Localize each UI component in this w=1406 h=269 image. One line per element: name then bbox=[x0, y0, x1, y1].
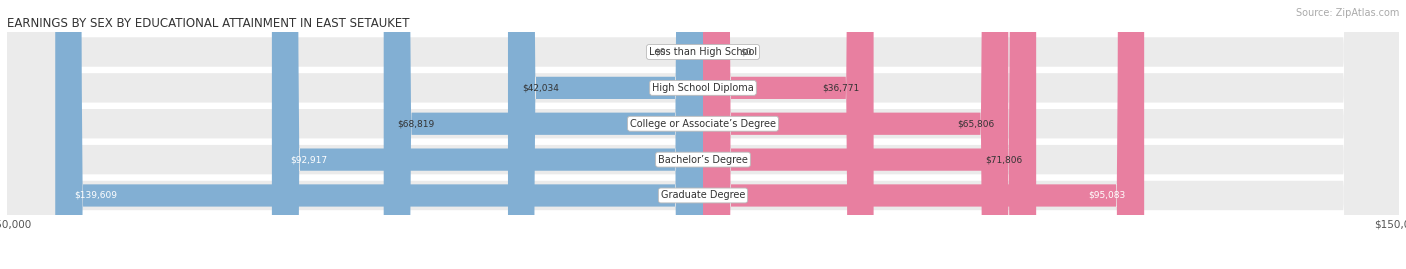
Text: EARNINGS BY SEX BY EDUCATIONAL ATTAINMENT IN EAST SETAUKET: EARNINGS BY SEX BY EDUCATIONAL ATTAINMEN… bbox=[7, 17, 409, 30]
FancyBboxPatch shape bbox=[7, 0, 1399, 269]
FancyBboxPatch shape bbox=[703, 0, 1144, 269]
Text: Less than High School: Less than High School bbox=[650, 47, 756, 57]
Text: High School Diploma: High School Diploma bbox=[652, 83, 754, 93]
FancyBboxPatch shape bbox=[384, 0, 703, 269]
FancyBboxPatch shape bbox=[7, 0, 1399, 269]
Text: $0: $0 bbox=[740, 48, 752, 56]
Text: Graduate Degree: Graduate Degree bbox=[661, 190, 745, 200]
Text: Source: ZipAtlas.com: Source: ZipAtlas.com bbox=[1295, 8, 1399, 18]
FancyBboxPatch shape bbox=[703, 0, 1008, 269]
Text: College or Associate’s Degree: College or Associate’s Degree bbox=[630, 119, 776, 129]
FancyBboxPatch shape bbox=[508, 0, 703, 269]
Text: $92,917: $92,917 bbox=[291, 155, 328, 164]
Text: $95,083: $95,083 bbox=[1088, 191, 1126, 200]
FancyBboxPatch shape bbox=[7, 0, 1399, 269]
Text: $0: $0 bbox=[654, 48, 666, 56]
FancyBboxPatch shape bbox=[703, 0, 1036, 269]
Text: $68,819: $68,819 bbox=[398, 119, 434, 128]
Text: $65,806: $65,806 bbox=[957, 119, 994, 128]
Text: $42,034: $42,034 bbox=[522, 83, 558, 92]
FancyBboxPatch shape bbox=[271, 0, 703, 269]
FancyBboxPatch shape bbox=[7, 0, 1399, 269]
Text: $139,609: $139,609 bbox=[73, 191, 117, 200]
Text: $71,806: $71,806 bbox=[986, 155, 1022, 164]
FancyBboxPatch shape bbox=[703, 0, 873, 269]
Text: $36,771: $36,771 bbox=[823, 83, 859, 92]
Text: Bachelor’s Degree: Bachelor’s Degree bbox=[658, 155, 748, 165]
FancyBboxPatch shape bbox=[7, 0, 1399, 269]
FancyBboxPatch shape bbox=[55, 0, 703, 269]
